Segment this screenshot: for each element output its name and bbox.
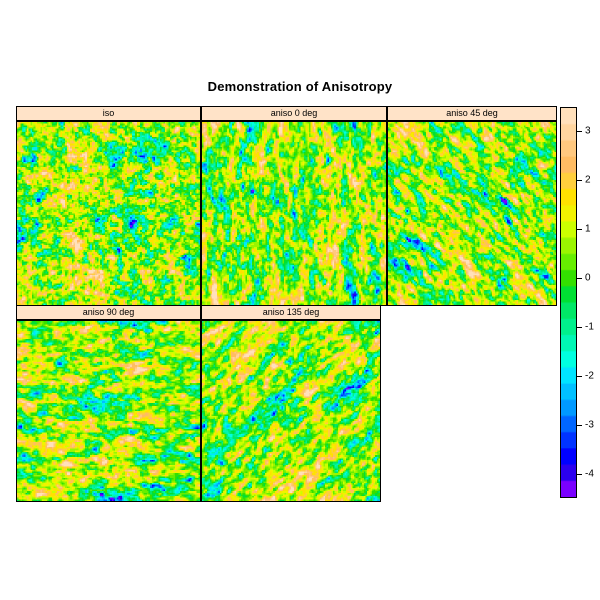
panel-strip-label: aniso 0 deg: [201, 106, 387, 121]
panel-field: [16, 320, 201, 502]
color-key-tick-label: -2: [585, 370, 594, 382]
color-key-tick: [577, 229, 582, 231]
color-key-tick-label: -4: [585, 468, 594, 480]
panel-aniso-90[interactable]: aniso 90 deg: [16, 305, 201, 502]
color-key-tick: [577, 424, 582, 426]
panel-field: [16, 121, 201, 306]
panel-aniso-45[interactable]: aniso 45 deg: [387, 106, 557, 306]
panel-aniso-135[interactable]: aniso 135 deg: [201, 305, 381, 502]
color-key-tick-label: 0: [585, 272, 591, 284]
panel-strip-label: aniso 90 deg: [16, 305, 201, 320]
color-key-tick-label: 2: [585, 174, 591, 186]
panel-field: [387, 121, 557, 306]
panel-field: [201, 121, 387, 306]
color-key-gradient: [560, 107, 577, 498]
panel-iso[interactable]: iso: [16, 106, 201, 306]
color-key-tick: [577, 278, 582, 280]
color-key-tick: [577, 180, 582, 182]
color-key-tick: [577, 473, 582, 475]
color-key-tick-label: 3: [585, 125, 591, 137]
color-key-tick: [577, 326, 582, 328]
panel-strip-label: aniso 45 deg: [387, 106, 557, 121]
color-key-tick: [577, 375, 582, 377]
panel-field: [201, 320, 381, 502]
color-key-tick-label: -3: [585, 419, 594, 431]
page-title: Demonstration of Anisotropy: [207, 79, 393, 94]
panel-aniso-0[interactable]: aniso 0 deg: [201, 106, 387, 306]
color-key-tick-label: 1: [585, 223, 591, 235]
color-key: 3 2 1 0 -1 -2 -3 -4: [560, 107, 594, 498]
color-key-tick: [577, 131, 582, 133]
color-key-tick-label: -1: [585, 321, 594, 333]
panel-strip-label: aniso 135 deg: [201, 305, 381, 320]
panel-strip-label: iso: [16, 106, 201, 121]
